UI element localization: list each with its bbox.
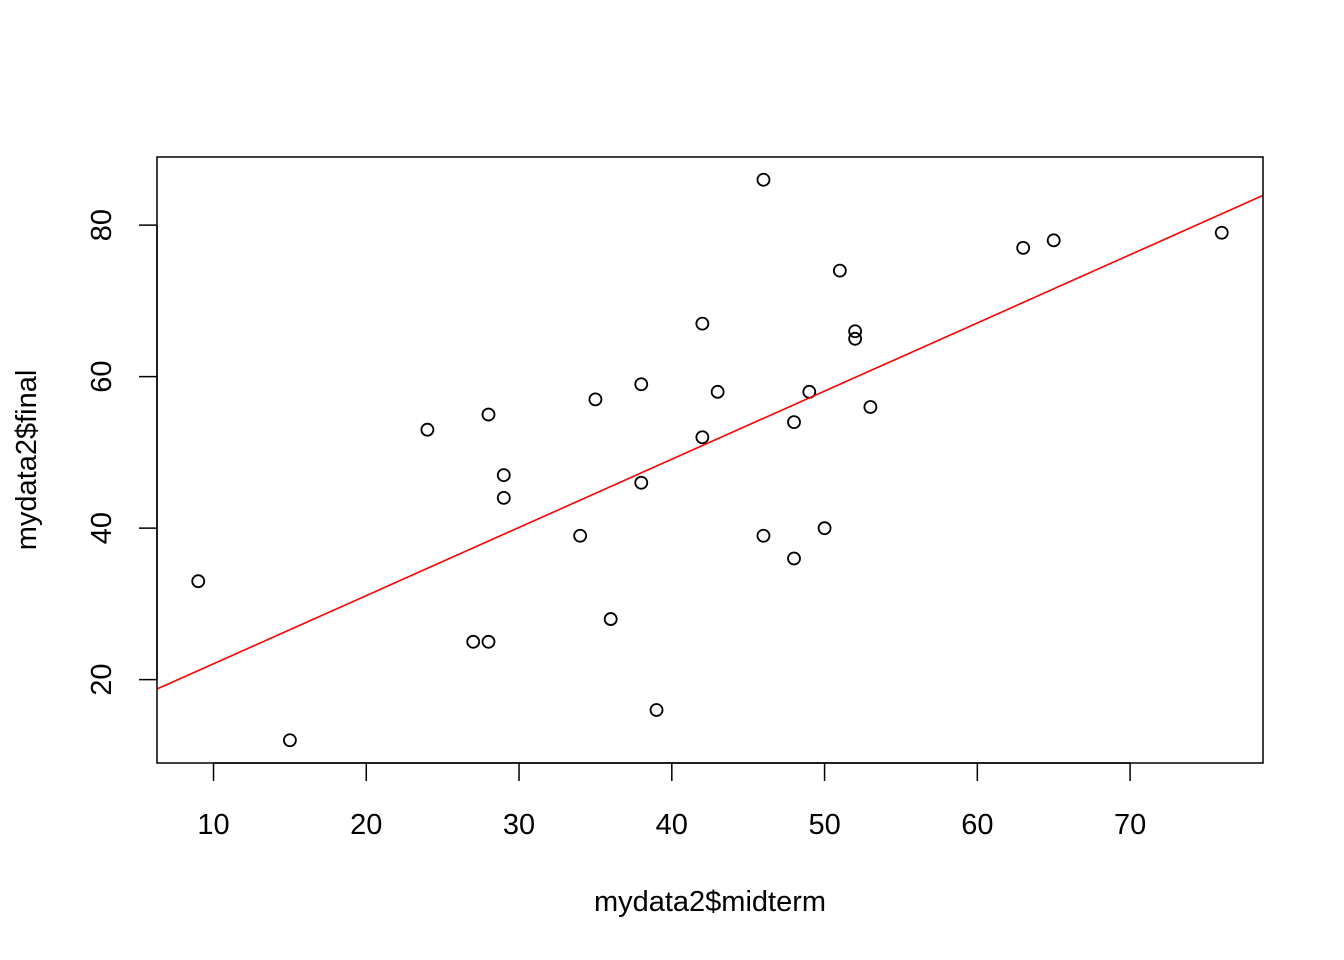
x-tick-label: 20 (350, 809, 382, 841)
data-point (588, 392, 603, 407)
points-layer (191, 172, 1229, 748)
data-point (283, 733, 297, 748)
data-point (695, 430, 710, 445)
y-axis-title: mydata2$final (11, 370, 43, 551)
x-tick-label: 60 (961, 809, 993, 841)
data-point (420, 422, 435, 437)
data-point (496, 490, 511, 505)
data-point (756, 172, 771, 187)
data-point (481, 407, 496, 422)
data-point (695, 316, 710, 331)
data-point (817, 521, 832, 536)
data-point (481, 634, 496, 649)
data-point (848, 331, 863, 346)
data-point (649, 703, 664, 717)
x-axis: 10 20 30 40 50 60 70 (197, 762, 1146, 841)
data-point (710, 384, 725, 399)
x-tick-label: 30 (503, 809, 535, 841)
x-axis-title: mydata2$midterm (594, 886, 826, 918)
x-tick-label: 40 (656, 809, 688, 841)
data-point (191, 574, 206, 589)
data-point (603, 612, 618, 626)
data-point (863, 400, 878, 414)
regression-line-layer (156, 194, 1264, 690)
y-tick-label: 20 (86, 664, 118, 696)
data-point (787, 415, 801, 430)
data-point (634, 475, 649, 490)
y-tick-label: 40 (86, 512, 118, 544)
data-point (756, 528, 771, 543)
x-tick-label: 70 (1114, 809, 1146, 841)
data-point (466, 634, 481, 649)
data-point (1046, 233, 1061, 248)
data-point (1214, 225, 1229, 240)
y-axis: 20 40 60 80 (86, 209, 158, 696)
y-tick-label: 80 (86, 209, 118, 241)
data-point (832, 263, 847, 278)
data-point (496, 468, 511, 483)
x-tick-label: 10 (197, 809, 229, 841)
data-point (1016, 240, 1031, 255)
y-tick-label: 60 (86, 361, 118, 393)
data-point (573, 528, 588, 543)
x-tick-label: 50 (808, 809, 840, 841)
regression-line (156, 194, 1264, 690)
data-point (787, 551, 801, 566)
data-point (634, 377, 649, 392)
plot-frame (156, 156, 1264, 764)
data-point (848, 324, 863, 339)
